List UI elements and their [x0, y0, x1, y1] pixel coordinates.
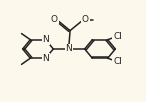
Text: N: N: [65, 44, 72, 53]
Text: O: O: [51, 15, 58, 24]
Text: Cl: Cl: [113, 57, 122, 66]
Text: O: O: [82, 15, 89, 24]
Text: Cl: Cl: [113, 32, 122, 41]
Text: N: N: [42, 35, 49, 44]
Text: N: N: [42, 54, 49, 63]
